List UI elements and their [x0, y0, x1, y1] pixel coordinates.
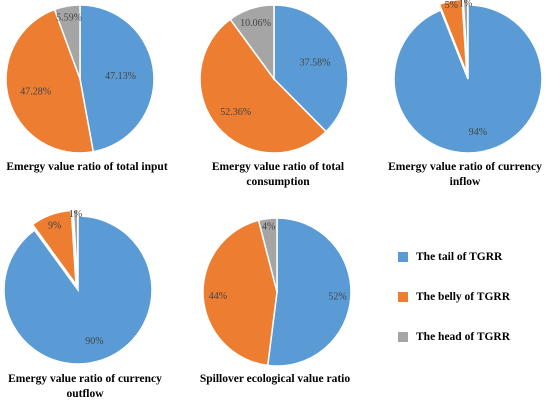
pie-slice-head [53, 4, 81, 80]
data-label-tail: 47.13% [105, 71, 136, 82]
data-label-belly: 47.28% [20, 87, 51, 98]
pie-slice-tail [273, 4, 349, 133]
legend-item-belly: The belly of TGRR [398, 291, 510, 303]
pie-chart-emergy-value-ratio-of-total-input: 47.13% 47.28% 5.59% [5, 4, 155, 154]
legend-swatch-belly [398, 292, 408, 302]
legend-label-belly: The belly of TGRR [416, 291, 511, 303]
data-label-head: 4% [262, 221, 275, 232]
pie-slice-belly [31, 209, 77, 287]
pie-slice-head [257, 217, 278, 293]
data-label-tail: 90% [85, 336, 103, 347]
chart-title-currency-inflow: Emergy value ratio of currency inflow [388, 161, 542, 188]
pie-chart-emergy-value-ratio-of-currency-outflow: 90% 9% 1% [3, 209, 153, 365]
data-label-head: 1% [459, 0, 472, 9]
data-label-tail: 94% [469, 127, 487, 138]
pie-chart-emergy-value-ratio-of-currency-inflow: 94% 5% 1% [393, 0, 543, 154]
pie-slice-belly [438, 0, 468, 74]
data-label-belly: 9% [48, 221, 61, 232]
data-label-tail: 37.58% [300, 58, 331, 69]
pie-slice-belly [5, 8, 95, 154]
chart-title-spillover: Spillover ecological value ratio [199, 373, 351, 385]
chart-title-total-consumption: Emergy value ratio of total consumption [211, 161, 345, 188]
legend-item-tail: The tail of TGRR [398, 251, 502, 263]
data-label-head: 1% [69, 209, 82, 220]
legend-label-tail: The tail of TGRR [416, 251, 503, 263]
pie-slice-tail [79, 4, 155, 153]
pie-slice-tail [266, 217, 352, 367]
data-label-head: 5.59% [56, 13, 82, 24]
pie-slice-tail [3, 215, 153, 365]
legend-label-head: The head of TGRR [416, 331, 511, 343]
pie-chart-spillover-ecological-value-ratio: 52% 44% 4% [202, 217, 352, 367]
chart-title-total-input: Emergy value ratio of total input [6, 161, 168, 173]
pie-chart-emergy-value-ratio-of-total-consumption: 37.58% 52.36% 10.06% [199, 4, 349, 154]
data-label-belly: 52.36% [220, 107, 251, 118]
pie-slice-belly [199, 18, 328, 154]
data-label-head: 10.06% [240, 18, 271, 29]
data-label-belly: 5% [445, 0, 458, 11]
pie-slice-tail [393, 4, 543, 154]
data-label-belly: 44% [209, 291, 227, 302]
pie-slice-head [229, 4, 275, 82]
legend-item-head: The head of TGRR [398, 331, 510, 343]
pie-slice-head [462, 0, 469, 74]
legend-swatch-head [398, 332, 408, 342]
legend-swatch-tail [398, 252, 408, 262]
pie-slice-head [72, 209, 79, 285]
chart-title-currency-outflow: Emergy value ratio of currency outflow [8, 373, 162, 400]
pie-slice-belly [202, 219, 278, 367]
data-label-tail: 52% [328, 291, 346, 302]
